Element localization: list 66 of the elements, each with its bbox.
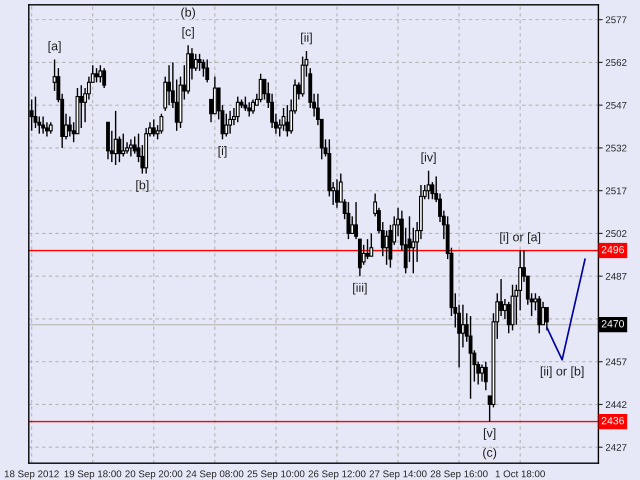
candlestick xyxy=(369,232,374,257)
candlestick xyxy=(236,96,240,123)
y-tick-label: 2517 xyxy=(606,187,626,194)
y-tick-label: 2427 xyxy=(606,444,626,451)
annotation: [iii] xyxy=(353,282,367,295)
annotation: [i] xyxy=(218,146,226,158)
y-tick-label: 2577 xyxy=(606,16,626,24)
y-tick-label: 2442 xyxy=(606,401,626,408)
x-tick-label: 24 Sep 08:00 xyxy=(186,470,244,480)
y-tick-label: 2487 xyxy=(606,272,626,280)
candlestick xyxy=(251,98,255,114)
candlestick xyxy=(384,230,389,266)
x-tick-label: 19 Sep 18:00 xyxy=(64,470,122,480)
candlestick xyxy=(350,216,354,234)
x-tick-label: 1 Oct 18:00 xyxy=(496,470,545,478)
y-tick-label: 2562 xyxy=(606,59,626,66)
candlestick xyxy=(118,136,122,163)
candlestick xyxy=(366,238,370,260)
x-tick-label: 26 Sep 12:00 xyxy=(308,470,366,480)
annotation: [ii] xyxy=(301,32,312,44)
y-tick-label: 2502 xyxy=(606,230,626,238)
candlestick xyxy=(426,170,430,200)
candlestick xyxy=(346,201,350,240)
candlestick xyxy=(167,64,171,106)
candlestick xyxy=(41,116,46,134)
x-tick-label: 18 Sep 2012 xyxy=(4,470,59,480)
x-tick-label: 25 Sep 10:00 xyxy=(247,470,304,480)
y-tick-label: 2547 xyxy=(606,102,626,109)
candlestick xyxy=(48,122,53,134)
annotation: [i] or [a] xyxy=(500,232,540,244)
x-tick-label: 27 Sep 14:00 xyxy=(370,470,427,480)
candlestick xyxy=(335,178,339,208)
annotation: [a] xyxy=(48,41,61,53)
candlestick xyxy=(460,304,465,348)
candlestick xyxy=(285,104,290,138)
candlestick xyxy=(152,118,156,138)
candlestick xyxy=(114,110,118,166)
candlestick xyxy=(258,73,263,103)
annotation: [v] xyxy=(484,428,496,440)
candlestick xyxy=(205,58,210,84)
line-series xyxy=(546,258,586,361)
annotation: [b] xyxy=(136,180,148,192)
y-tick-label: 2532 xyxy=(606,144,626,152)
candlestick xyxy=(480,364,484,382)
candlestick xyxy=(544,306,549,332)
candlestick xyxy=(484,361,488,391)
candlestick xyxy=(102,67,106,89)
annotation: [c] xyxy=(182,26,194,39)
ref-line-label: 2436 xyxy=(602,417,624,424)
annotation: (c) xyxy=(483,448,496,460)
y-tick-label: 2457 xyxy=(606,358,626,366)
candlestick xyxy=(98,64,102,84)
ref-line-label: 2496 xyxy=(602,246,624,254)
candlestick xyxy=(468,315,472,400)
annotation: [ii] or [b] xyxy=(540,366,584,378)
candlestick xyxy=(224,113,228,138)
candlestick xyxy=(121,132,126,158)
candlestick xyxy=(228,110,232,134)
x-tick-label: 20 Sep 20:00 xyxy=(125,470,182,480)
candlestick xyxy=(194,53,198,72)
candlestick xyxy=(128,138,133,158)
x-tick-label: 28 Sep 16:00 xyxy=(430,470,488,480)
candlestick xyxy=(94,67,98,84)
annotation: [iv] xyxy=(421,152,436,164)
ref-line-label: 2470 xyxy=(602,320,624,328)
annotation: (b) xyxy=(181,8,195,20)
